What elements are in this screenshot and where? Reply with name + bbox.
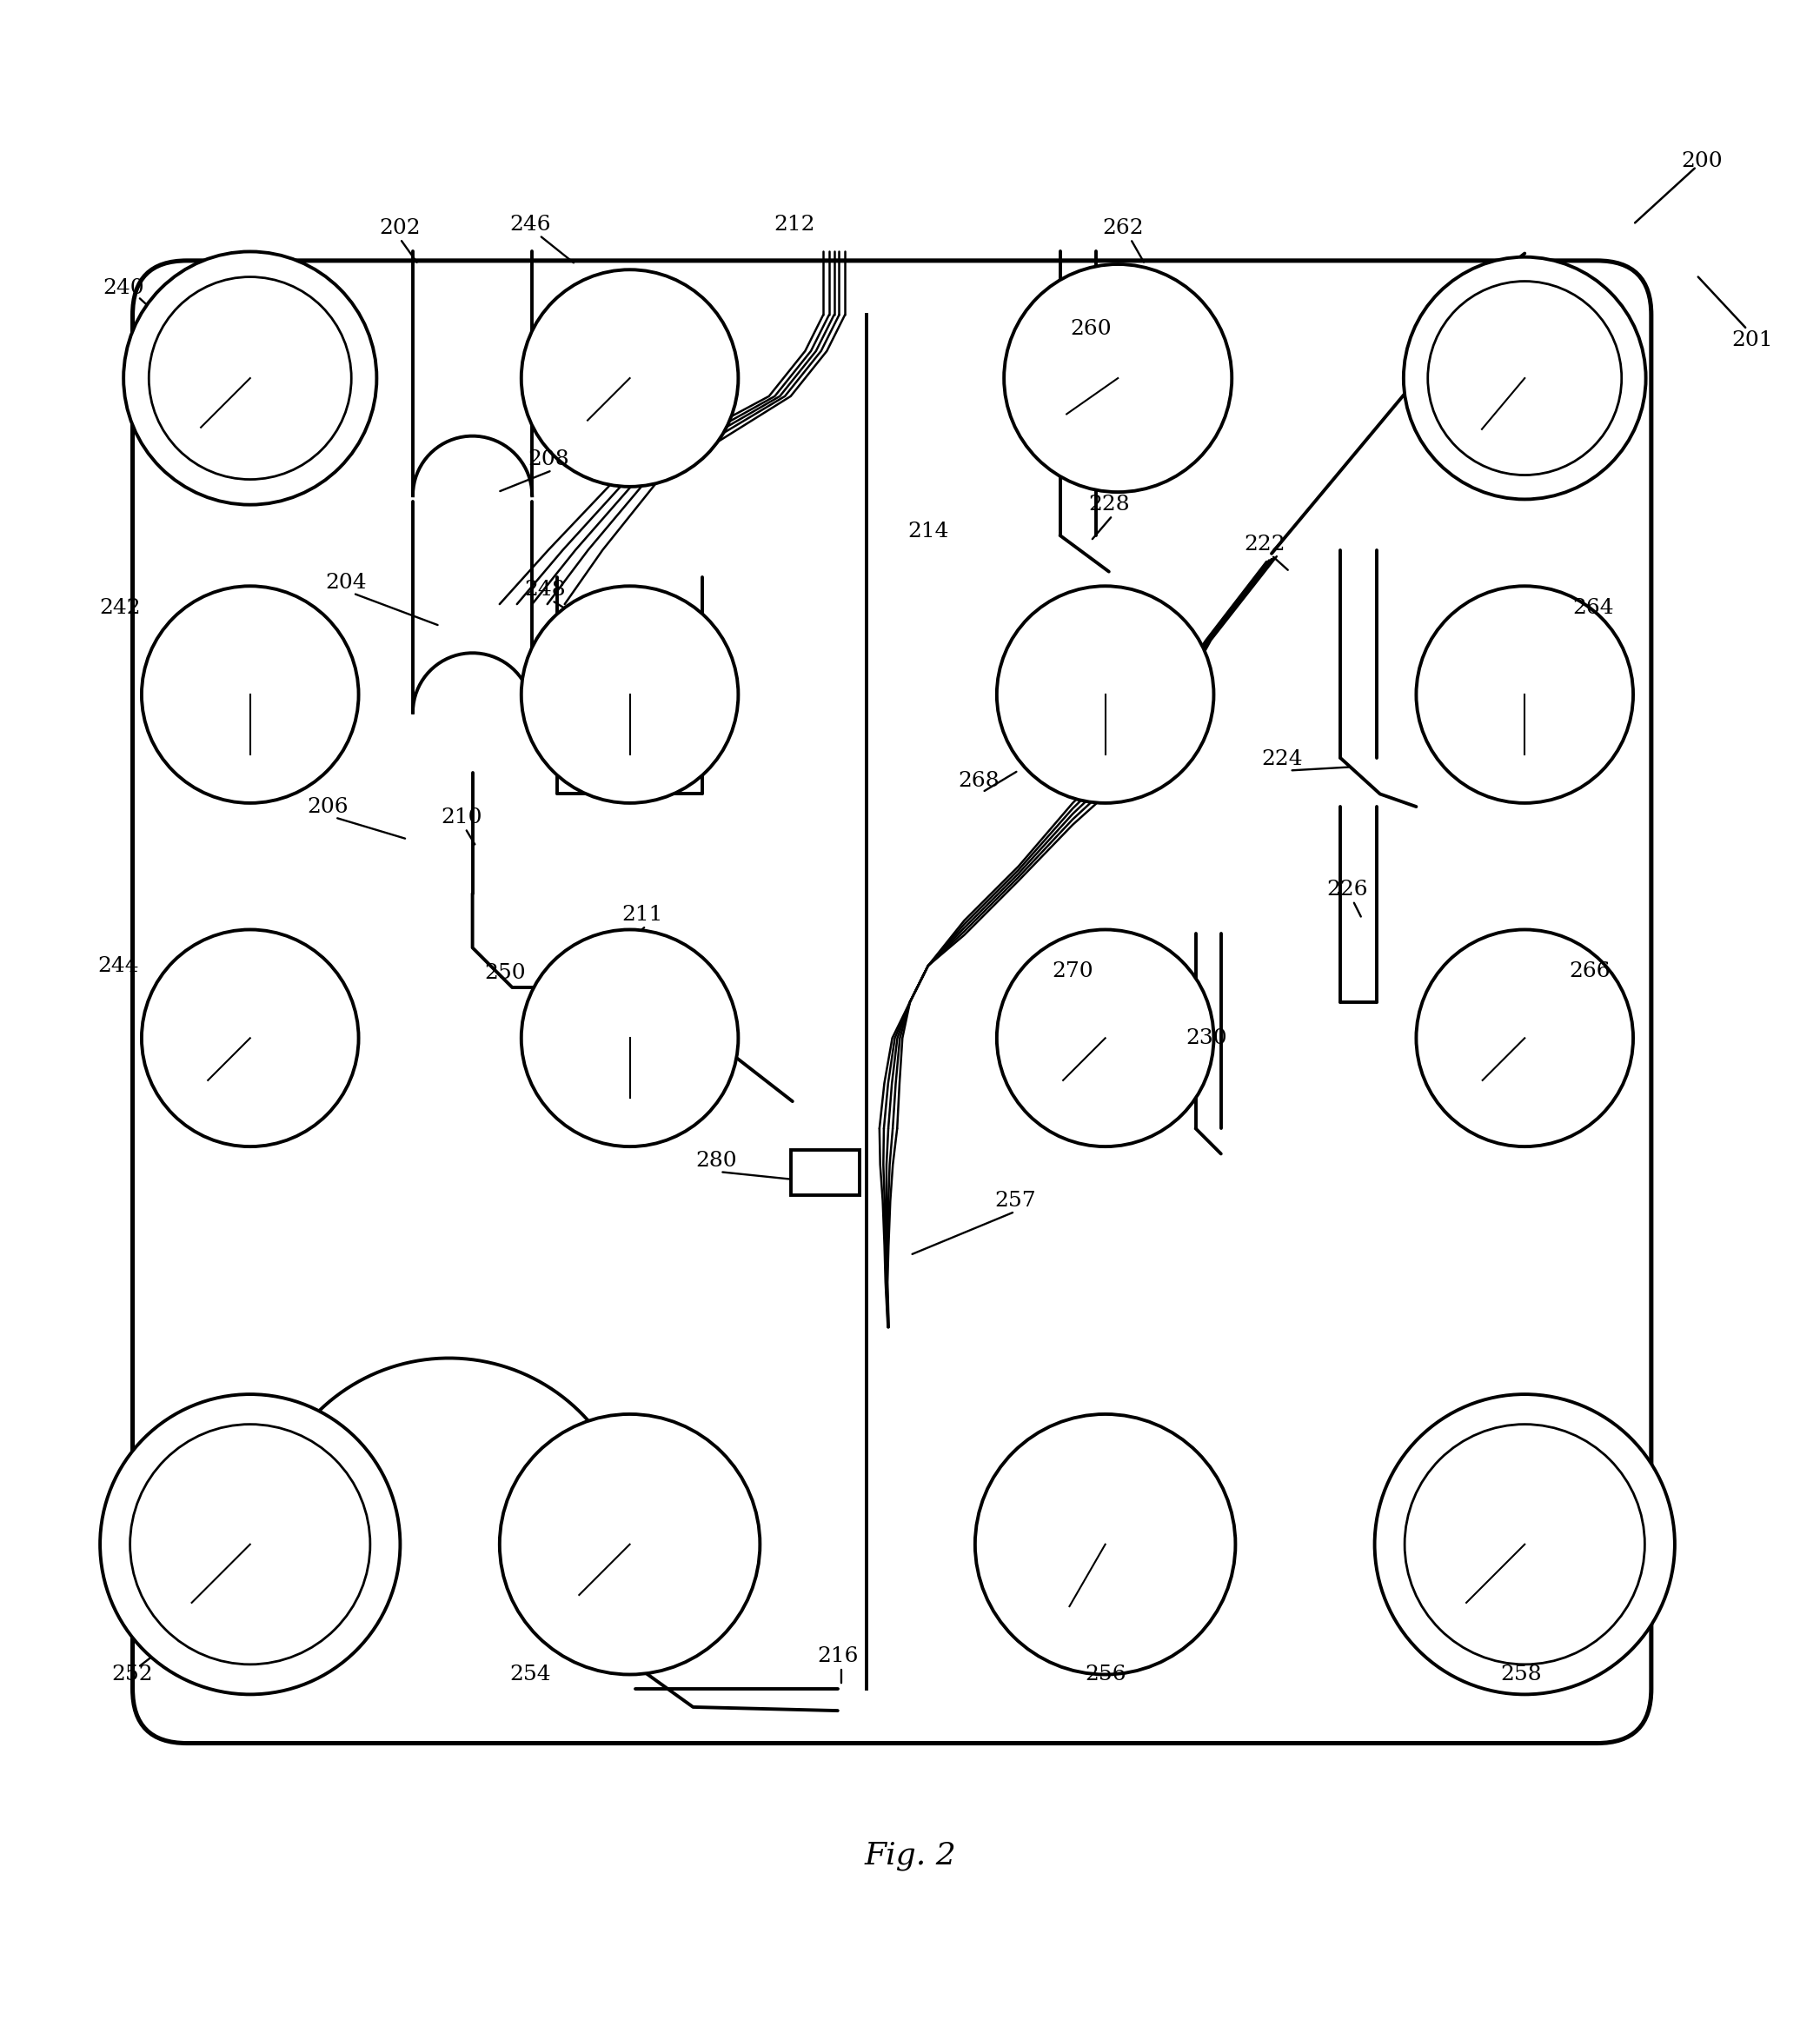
Text: 228: 228 xyxy=(1088,496,1130,514)
Text: 222: 222 xyxy=(1243,534,1285,555)
Text: 226: 226 xyxy=(1327,879,1369,900)
Text: 214: 214 xyxy=(908,522,948,543)
Circle shape xyxy=(1374,1393,1674,1695)
Circle shape xyxy=(124,251,377,504)
Text: 204: 204 xyxy=(326,573,366,592)
Text: 280: 280 xyxy=(695,1151,737,1171)
Bar xyxy=(790,1151,859,1195)
Text: 264: 264 xyxy=(1572,598,1614,618)
Text: 254: 254 xyxy=(510,1665,551,1685)
Text: 206: 206 xyxy=(308,798,349,816)
Text: 260: 260 xyxy=(1070,320,1112,339)
Circle shape xyxy=(1416,585,1633,804)
Text: 202: 202 xyxy=(379,218,420,239)
Circle shape xyxy=(521,269,739,488)
Text: 240: 240 xyxy=(104,277,144,298)
Text: 216: 216 xyxy=(817,1646,859,1667)
Circle shape xyxy=(521,930,739,1146)
Text: 210: 210 xyxy=(440,808,482,828)
Circle shape xyxy=(997,585,1214,804)
Circle shape xyxy=(521,585,739,804)
FancyBboxPatch shape xyxy=(133,261,1651,1744)
Text: 270: 270 xyxy=(1052,961,1094,981)
Circle shape xyxy=(997,930,1214,1146)
Text: 257: 257 xyxy=(994,1191,1036,1212)
Circle shape xyxy=(1416,930,1633,1146)
Text: 208: 208 xyxy=(528,449,570,469)
Text: 246: 246 xyxy=(510,214,551,235)
Text: 262: 262 xyxy=(1103,218,1145,239)
Circle shape xyxy=(100,1393,400,1695)
Circle shape xyxy=(976,1414,1236,1675)
Text: 244: 244 xyxy=(98,957,138,975)
Circle shape xyxy=(1005,265,1232,492)
Text: 258: 258 xyxy=(1500,1665,1542,1685)
Text: 224: 224 xyxy=(1261,749,1303,769)
Text: 256: 256 xyxy=(1085,1665,1127,1685)
Text: 248: 248 xyxy=(524,579,566,600)
Text: 230: 230 xyxy=(1187,1028,1227,1049)
Circle shape xyxy=(142,585,359,804)
Text: 212: 212 xyxy=(773,214,815,235)
Text: 266: 266 xyxy=(1569,961,1611,981)
Circle shape xyxy=(1403,257,1645,500)
Text: 268: 268 xyxy=(957,771,999,792)
Text: 201: 201 xyxy=(1733,330,1773,351)
Circle shape xyxy=(500,1414,761,1675)
Circle shape xyxy=(142,930,359,1146)
Text: 211: 211 xyxy=(622,906,662,924)
Text: 250: 250 xyxy=(484,963,526,983)
Text: 242: 242 xyxy=(100,598,140,618)
Text: Fig. 2: Fig. 2 xyxy=(864,1840,956,1871)
Text: 252: 252 xyxy=(111,1665,153,1685)
Text: 200: 200 xyxy=(1682,151,1722,171)
